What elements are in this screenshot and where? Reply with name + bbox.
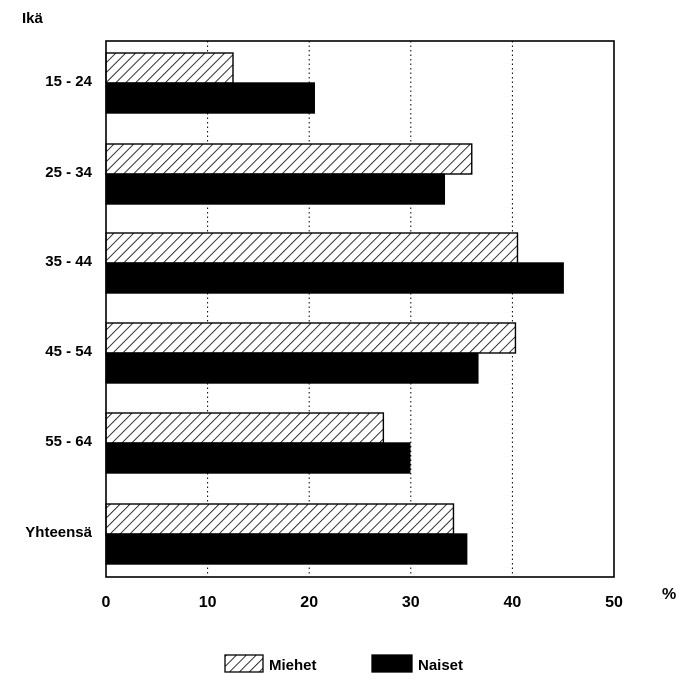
category-label-5: Yhteensä: [25, 524, 92, 541]
x-tick-label-40: 40: [504, 594, 522, 611]
legend: Miehet Naiset: [224, 654, 463, 673]
x-tick-label-0: 0: [102, 594, 111, 611]
bar-miehet-3: [105, 322, 517, 354]
category-label-4: 55 - 64: [45, 433, 92, 450]
bar-miehet-1: [105, 143, 473, 175]
bar-naiset-2: [105, 262, 564, 294]
category-label-1: 25 - 34: [45, 164, 92, 181]
x-axis-unit: %: [662, 586, 676, 603]
bar-miehet-4: [105, 412, 385, 444]
legend-label-naiset: Naiset: [418, 657, 463, 673]
bars: [105, 52, 564, 565]
legend-label-miehet: Miehet: [269, 657, 317, 673]
category-labels: 15 - 24 25 - 34 35 - 44 45 - 54 55 - 64 Yhtee…: [25, 73, 92, 541]
plot-frame: [105, 40, 615, 578]
bar-naiset-5: [105, 533, 468, 565]
bar-miehet-2: [105, 232, 519, 264]
bar-naiset-4: [105, 442, 411, 474]
x-tick-labels: 0 10 20 30 40 50: [102, 594, 623, 611]
y-axis-title: Ikä: [22, 10, 44, 27]
bar-naiset-1: [105, 173, 446, 205]
bar-miehet-5: [105, 503, 455, 535]
x-tick-label-30: 30: [402, 594, 420, 611]
category-label-0: 15 - 24: [45, 73, 92, 90]
legend-swatch-miehet: [224, 654, 264, 673]
x-tick-label-10: 10: [199, 594, 217, 611]
category-label-2: 35 - 44: [45, 253, 92, 270]
x-tick-label-20: 20: [300, 594, 318, 611]
bar-naiset-0: [105, 82, 315, 114]
x-tick-label-50: 50: [605, 594, 623, 611]
grid: [207, 41, 513, 577]
bar-miehet-0: [105, 52, 234, 84]
category-label-3: 45 - 54: [45, 343, 92, 360]
bar-naiset-3: [105, 352, 479, 384]
legend-swatch-naiset: [371, 654, 413, 673]
